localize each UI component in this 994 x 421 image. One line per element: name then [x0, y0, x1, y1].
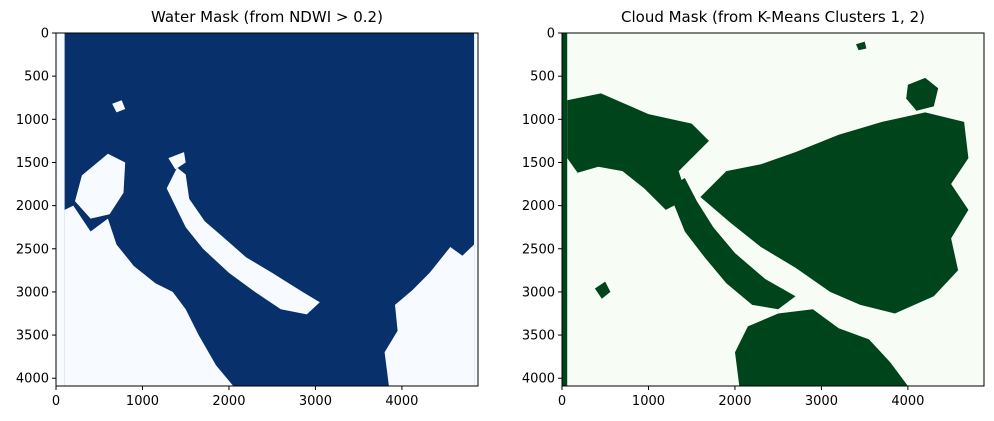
water-mask-x-axis: 0 1000 2000 3000 4000 — [52, 386, 418, 409]
cloud-mask-y-tick-label: 2500 — [522, 242, 555, 257]
cloud-mask-region-north-speck — [856, 41, 867, 51]
water-mask-y-tick-label: 2000 — [16, 199, 49, 214]
water-mask-x-tick-label: 0 — [52, 394, 60, 409]
water-mask-y-axis: 0 500 1000 1500 2000 2500 3000 3500 4000 — [16, 27, 56, 387]
water-mask-x-tick-label: 2000 — [212, 394, 245, 409]
cloud-mask-y-tick-label: 2000 — [522, 199, 555, 214]
water-mask-y-tick-label: 4000 — [16, 372, 49, 387]
cloud-mask-y-tick-label: 0 — [547, 27, 555, 42]
cloud-mask-region-northeast-island — [906, 77, 939, 111]
water-mask-region-center-speck — [168, 152, 186, 170]
water-mask-panel: Water Mask (from NDWI > 0.2) 0 1000 2000 30… — [16, 8, 479, 409]
cloud-mask-y-tick-label: 3500 — [522, 329, 555, 344]
water-mask-x-tick-label: 1000 — [126, 394, 159, 409]
cloud-mask-x-tick-label: 1000 — [632, 394, 665, 409]
cloud-mask-x-axis: 0 1000 2000 3000 4000 — [558, 386, 924, 409]
cloud-mask-region-peninsula-cloud — [667, 178, 796, 310]
water-mask-y-tick-label: 0 — [41, 27, 49, 42]
water-mask-land-areas — [56, 33, 478, 386]
cloud-mask-region-left-edge-strip — [562, 33, 568, 386]
cloud-mask-x-tick-label: 0 — [558, 394, 566, 409]
cloud-mask-y-tick-label: 1000 — [522, 113, 555, 128]
cloud-mask-y-axis: 0 500 1000 1500 2000 2500 3000 3500 4000 — [522, 27, 562, 387]
water-mask-x-tick-label: 4000 — [385, 394, 418, 409]
cloud-mask-region-central-cloud — [700, 112, 969, 314]
cloud-mask-x-tick-label: 4000 — [891, 394, 924, 409]
water-mask-plot-frame — [55, 32, 479, 387]
cloud-mask-plot-frame — [561, 32, 985, 387]
cloud-mask-panel: Cloud Mask (from K-Means Clusters 1, 2) … — [522, 8, 985, 409]
cloud-mask-y-tick-label: 3000 — [522, 285, 555, 300]
cloud-mask-x-tick-label: 2000 — [718, 394, 751, 409]
cloud-mask-x-tick-label: 3000 — [805, 394, 838, 409]
water-mask-region-north-speck — [112, 100, 126, 113]
cloud-mask-y-tick-label: 1500 — [522, 156, 555, 171]
water-mask-y-tick-label: 500 — [24, 70, 49, 85]
cloud-mask-region-southwest-speck — [594, 281, 611, 299]
water-mask-region-northwest-bay — [92, 288, 153, 355]
water-mask-region-west-inland — [75, 153, 126, 219]
cloud-mask-region-west-cloud — [567, 93, 709, 210]
water-mask-y-tick-label: 3000 — [16, 285, 49, 300]
water-mask-x-tick-label: 3000 — [299, 394, 332, 409]
cloud-mask-y-tick-label: 4000 — [522, 372, 555, 387]
water-mask-region-peninsula — [166, 167, 320, 315]
cloud-mask-y-tick-label: 500 — [530, 70, 555, 85]
water-mask-y-tick-label: 3500 — [16, 329, 49, 344]
cloud-mask-region-south-cloud — [735, 309, 908, 386]
water-mask-region-northeast-coast — [384, 244, 475, 386]
water-mask-region-left-edge-strip — [56, 33, 65, 386]
water-mask-y-tick-label: 2500 — [16, 242, 49, 257]
water-mask-title: Water Mask (from NDWI > 0.2) — [151, 8, 383, 26]
water-mask-y-tick-label: 1000 — [16, 113, 49, 128]
water-mask-region-right-edge-strip — [474, 33, 478, 386]
cloud-mask-cloud-areas — [562, 33, 969, 386]
cloud-mask-title: Cloud Mask (from K-Means Clusters 1, 2) — [621, 8, 925, 26]
water-mask-y-tick-label: 1500 — [16, 156, 49, 171]
